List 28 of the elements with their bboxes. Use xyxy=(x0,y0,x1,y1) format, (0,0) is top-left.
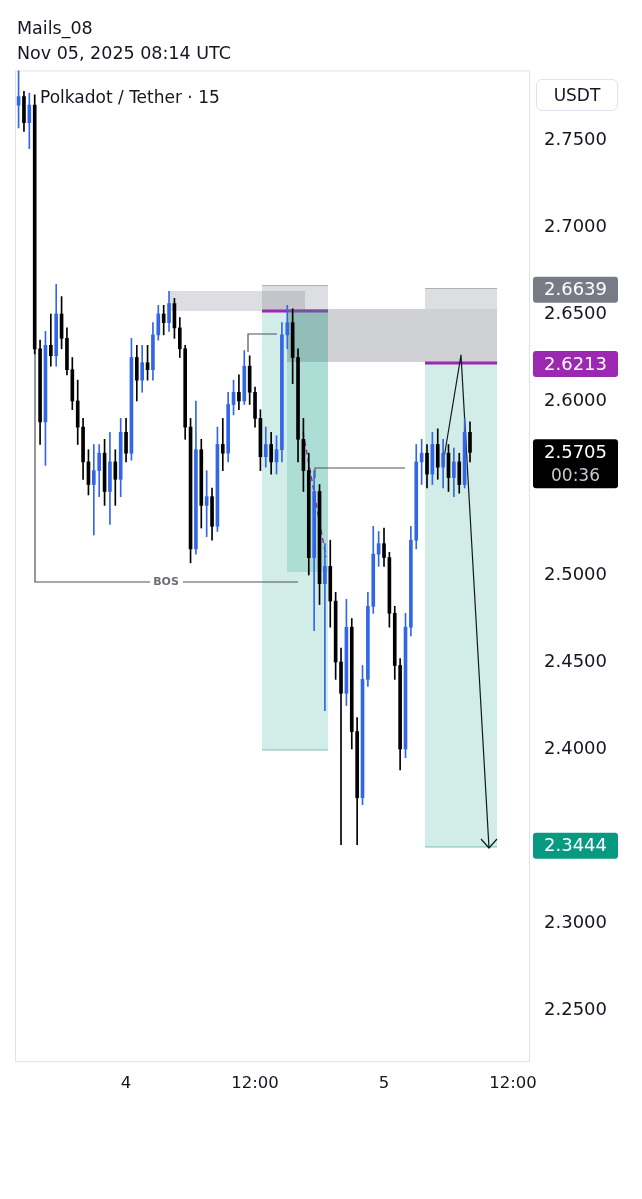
text: Mails_08 xyxy=(17,17,93,39)
ref-line-label: 2.3444 xyxy=(544,834,607,856)
annotation: BOS xyxy=(153,574,179,588)
y-tick-label: 2.7000 xyxy=(544,214,607,236)
y-tick-label: 2.4000 xyxy=(544,736,607,758)
ref-line-label: 2.6639 xyxy=(544,278,607,300)
text: 2.5705 xyxy=(544,441,607,462)
ref-line-label: 2.6213 xyxy=(544,352,607,374)
candlestick xyxy=(323,543,327,712)
y-tick-label: 2.4500 xyxy=(544,649,607,671)
text: 00:36 xyxy=(551,464,600,485)
candlestick xyxy=(339,647,343,846)
text: Nov 05, 2025 08:14 UTC xyxy=(17,42,231,64)
text: Polkadot / Tether · 15 xyxy=(40,86,220,108)
y-tick-label: 2.5000 xyxy=(544,562,607,584)
y-axis-title: USDT xyxy=(536,79,618,111)
candlestick xyxy=(220,418,225,471)
candlestick xyxy=(49,313,53,367)
x-tick-label: 12:00 xyxy=(231,1073,279,1093)
x-tick-label: 12:00 xyxy=(489,1073,537,1093)
y-tick-label: 2.3000 xyxy=(544,910,607,932)
y-tick-label: 2.7500 xyxy=(544,127,607,149)
y-tick-label: 2.6000 xyxy=(544,388,607,410)
y-tick-label: 2.6500 xyxy=(544,301,607,323)
x-tick-label: 4 xyxy=(120,1073,132,1093)
y-tick-label: 2.2500 xyxy=(544,997,607,1019)
candlestick xyxy=(204,470,209,538)
x-tick-label: 5 xyxy=(378,1073,390,1093)
